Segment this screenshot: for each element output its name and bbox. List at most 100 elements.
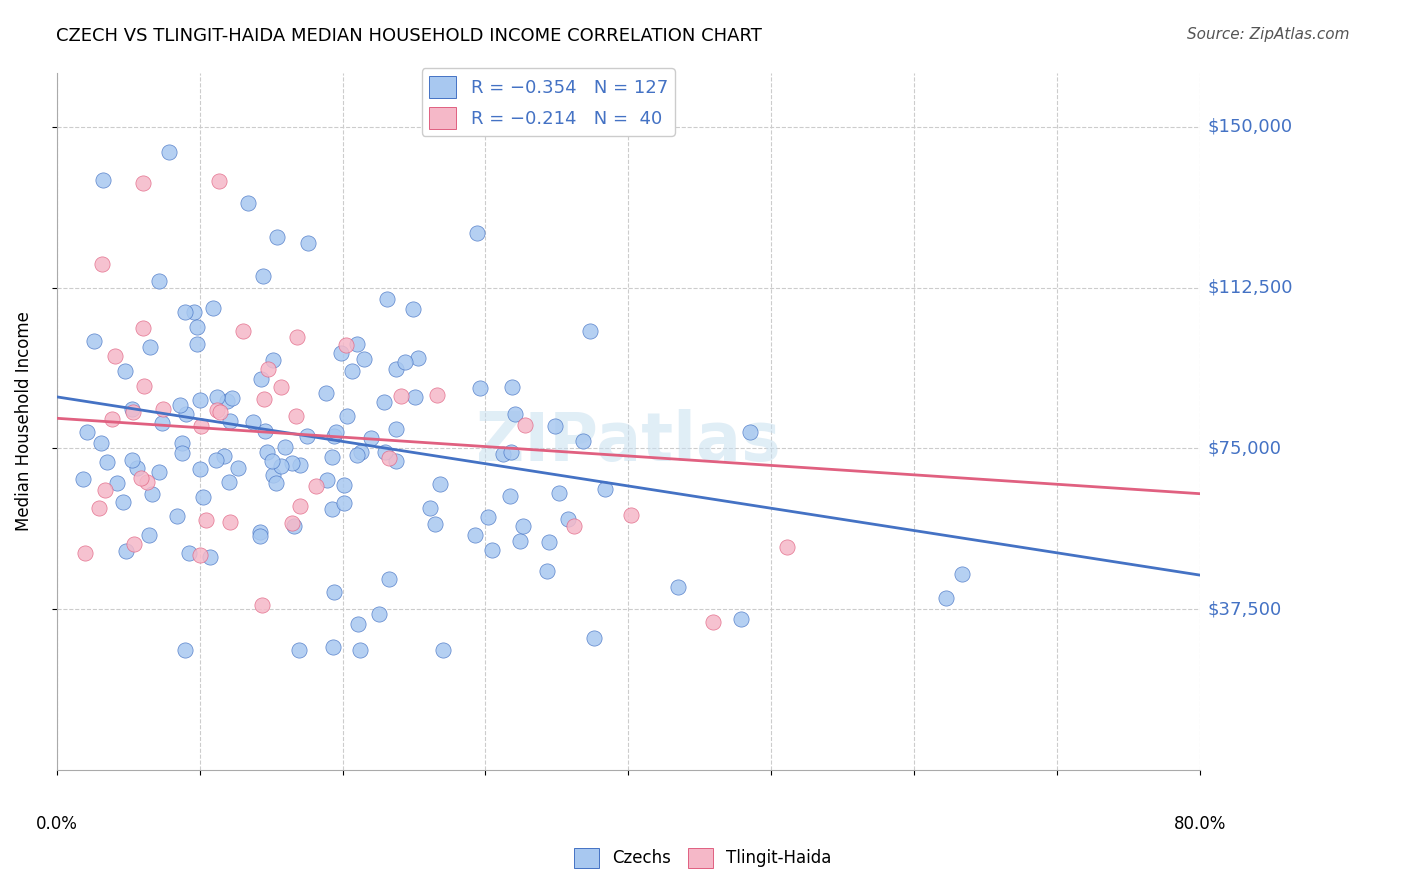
Point [121,402,143,417]
Point [593,483,616,497]
Point [538,534,561,549]
Point [426,387,449,401]
Point [208,174,231,188]
Y-axis label: Median Household Income: Median Household Income [15,311,32,532]
Point [620,508,643,522]
Point [188,548,211,562]
Point [249,525,271,540]
Point [544,419,567,434]
Point [730,612,752,626]
Point [200,549,222,564]
Point [253,392,276,407]
Point [249,529,271,543]
Point [121,453,143,467]
Point [132,176,155,190]
Point [122,405,145,419]
Point [157,145,180,159]
Point [173,642,195,657]
Point [950,567,973,582]
Point [350,445,373,459]
Point [270,379,292,393]
Point [284,409,307,424]
Point [429,477,451,491]
Point [477,509,499,524]
Text: $37,500: $37,500 [1208,600,1282,618]
Point [374,445,396,459]
Point [250,599,273,613]
Point [464,528,486,542]
Text: $112,500: $112,500 [1208,278,1294,296]
Point [217,394,239,409]
Point [323,585,346,599]
Point [509,533,531,548]
Point [141,487,163,501]
Point [402,301,425,316]
Point [353,351,375,366]
Point [138,527,160,541]
Point [262,468,284,483]
Point [139,340,162,354]
Text: 80.0%: 80.0% [1174,815,1226,833]
Point [87,501,110,516]
Point [205,403,228,417]
Point [232,324,254,338]
Point [562,518,585,533]
Point [254,424,277,438]
Point [236,195,259,210]
Point [481,543,503,558]
Point [378,450,401,465]
Point [242,415,264,429]
Point [702,615,724,629]
Point [557,511,579,525]
Point [96,454,118,468]
Point [221,391,243,405]
Point [209,404,232,418]
Point [432,642,454,657]
Point [315,474,337,488]
Point [270,458,292,473]
Point [101,412,124,426]
Point [194,513,217,527]
Point [114,544,136,558]
Point [536,564,558,578]
Point [330,346,353,360]
Point [218,475,240,490]
Point [375,292,398,306]
Point [90,435,112,450]
Point [322,640,344,654]
Point [321,450,343,465]
Point [281,456,304,470]
Point [169,398,191,412]
Point [132,321,155,335]
Point [322,429,344,443]
Point [935,591,957,606]
Point [93,483,115,497]
Point [468,381,491,395]
Point [105,475,128,490]
Point [582,631,605,645]
Point [205,453,228,467]
Point [114,364,136,378]
Point [513,417,536,432]
Text: 0.0%: 0.0% [35,815,77,833]
Point [321,502,343,516]
Point [373,395,395,409]
Point [190,419,212,434]
Point [666,580,689,594]
Point [465,226,488,240]
Point [288,458,311,472]
Point [512,518,534,533]
Point [91,257,114,271]
Legend: Czechs, Tlingit-Haida: Czechs, Tlingit-Haida [568,841,838,875]
Point [325,425,347,439]
Point [501,380,523,394]
Point [104,349,127,363]
Point [190,392,212,407]
Text: Source: ZipAtlas.com: Source: ZipAtlas.com [1187,27,1350,42]
Point [346,448,368,462]
Point [384,362,406,376]
Point [148,274,170,288]
Point [579,324,602,338]
Point [73,546,96,560]
Point [219,414,242,428]
